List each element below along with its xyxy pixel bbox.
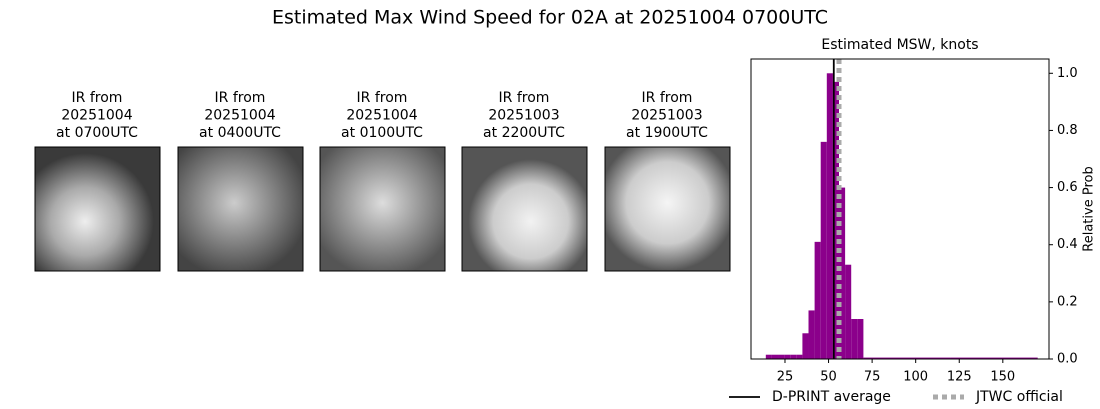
y-tick-label: 1.0 bbox=[1057, 66, 1078, 81]
panel-title: IR from bbox=[215, 90, 266, 106]
bar bbox=[820, 141, 827, 359]
x-tick-label: 75 bbox=[864, 370, 881, 385]
x-tick-label: 125 bbox=[947, 370, 972, 385]
bar bbox=[851, 319, 858, 359]
bar bbox=[778, 354, 785, 359]
y-tick-label: 0.4 bbox=[1057, 237, 1078, 252]
bar bbox=[863, 357, 870, 359]
x-tick-label: 50 bbox=[820, 370, 837, 385]
ir-image bbox=[177, 146, 304, 272]
bar bbox=[808, 310, 815, 359]
x-tick-label: 150 bbox=[990, 370, 1015, 385]
y-axis-label: Relative Prob bbox=[1082, 166, 1097, 251]
bar bbox=[839, 187, 846, 359]
legend-label: D-PRINT average bbox=[772, 389, 891, 405]
bar bbox=[857, 319, 864, 359]
plot-frame bbox=[750, 58, 1050, 360]
bar bbox=[826, 73, 833, 360]
panel-title: at 0700UTC bbox=[56, 125, 138, 141]
panel-title: 20251004 bbox=[346, 108, 417, 124]
panel-title: IR from bbox=[499, 90, 550, 106]
bar bbox=[796, 354, 803, 359]
bar bbox=[802, 333, 809, 359]
panel-title: IR from bbox=[642, 90, 693, 106]
ir-image bbox=[604, 146, 731, 272]
figure-title: Estimated Max Wind Speed for 02A at 2025… bbox=[272, 7, 828, 29]
panel-title: at 2200UTC bbox=[483, 125, 565, 141]
panel-title: IR from bbox=[72, 90, 123, 106]
bar bbox=[845, 264, 852, 359]
panel-title: at 0400UTC bbox=[199, 125, 281, 141]
bar bbox=[950, 357, 1038, 359]
y-tick-label: 0.8 bbox=[1057, 123, 1078, 138]
y-tick-label: 0.0 bbox=[1057, 352, 1078, 367]
panel-title: 20251003 bbox=[488, 108, 559, 124]
bar bbox=[771, 354, 779, 359]
panel-title: 20251004 bbox=[204, 108, 275, 124]
bar bbox=[765, 354, 772, 359]
y-tick-label: 0.6 bbox=[1057, 180, 1078, 195]
legend-label: JTWC official bbox=[975, 389, 1063, 405]
y-tick-label: 0.2 bbox=[1057, 294, 1078, 309]
panel-title: at 0100UTC bbox=[341, 125, 423, 141]
bar bbox=[784, 354, 791, 359]
bar bbox=[832, 81, 840, 359]
bar bbox=[790, 354, 797, 359]
panel-title: IR from bbox=[357, 90, 408, 106]
panel-title: 20251003 bbox=[631, 108, 702, 124]
bar bbox=[869, 357, 951, 359]
bar bbox=[814, 241, 821, 359]
ir-image bbox=[461, 146, 588, 272]
panel-title: at 1900UTC bbox=[626, 125, 708, 141]
panel-title: 20251004 bbox=[61, 108, 132, 124]
x-tick-label: 100 bbox=[903, 370, 928, 385]
chart-title: Estimated MSW, knots bbox=[821, 37, 978, 53]
ir-image bbox=[34, 146, 161, 272]
x-tick-label: 25 bbox=[777, 370, 794, 385]
ir-image bbox=[319, 146, 446, 272]
